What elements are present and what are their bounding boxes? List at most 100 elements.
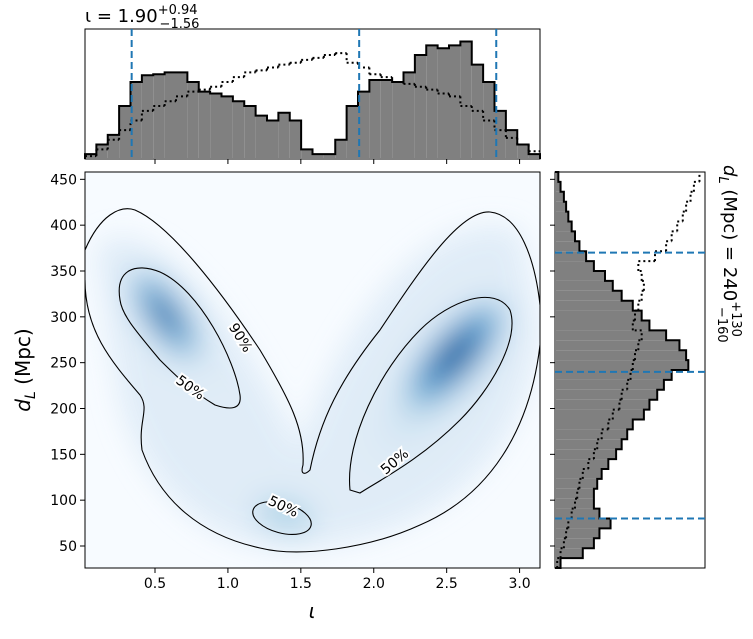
hist-bar xyxy=(555,558,561,568)
contour-50 xyxy=(252,501,312,535)
hist-bar xyxy=(555,488,594,499)
hist-bar xyxy=(555,399,650,410)
rlabel-var: d xyxy=(719,165,740,177)
hist-bar xyxy=(555,449,617,460)
hist-bar xyxy=(289,120,302,159)
hist-bar xyxy=(555,241,580,252)
hist-bar xyxy=(96,144,108,159)
hist-bar xyxy=(555,439,622,450)
hist-bar xyxy=(555,389,658,400)
hist-bar xyxy=(528,154,540,159)
hist-bar xyxy=(437,48,449,159)
hist-bar xyxy=(555,290,622,301)
hist-bar xyxy=(358,91,370,159)
hist-bar xyxy=(555,528,600,539)
hist-bar xyxy=(555,379,664,390)
hist-bar xyxy=(555,300,633,311)
hist-bar xyxy=(555,370,672,380)
rlabel-upper: +130 xyxy=(728,301,743,337)
hist-outline xyxy=(555,171,690,569)
hist-bar xyxy=(555,419,633,430)
hist-bar xyxy=(426,45,438,159)
title-upper: +0.94 xyxy=(158,3,198,18)
ylabel-rest: (Mpc) xyxy=(11,328,35,391)
hist-bar xyxy=(267,120,279,159)
hist-bar xyxy=(555,518,611,529)
hist-bar xyxy=(346,106,358,159)
hist-bar xyxy=(494,110,506,159)
hist-bar xyxy=(555,478,598,489)
hist-bar xyxy=(555,469,602,479)
hist-bar xyxy=(380,80,393,159)
contour-90 xyxy=(85,208,540,553)
hist-bar xyxy=(555,251,587,262)
y-tick-label: 50 xyxy=(59,539,77,555)
hist-bar xyxy=(555,360,689,370)
y-tick-label: 400 xyxy=(50,218,77,234)
hist-bar xyxy=(198,91,211,159)
x-tick-label: 0.5 xyxy=(144,576,166,592)
y-tick-label: 350 xyxy=(50,264,77,280)
hist-bar xyxy=(369,80,381,159)
hist-bar xyxy=(176,72,188,159)
hist-bar xyxy=(555,221,572,232)
x-tick-label: 2.5 xyxy=(436,576,458,592)
hist-bar xyxy=(107,134,120,159)
hist-bar xyxy=(555,191,564,202)
title-lower: −1.56 xyxy=(160,17,200,32)
hist-bar xyxy=(449,45,461,159)
hist-bar xyxy=(555,261,594,271)
rlabel-lower: −160 xyxy=(714,307,729,343)
contour-50 xyxy=(348,296,513,494)
hist-bar xyxy=(555,538,594,549)
hist-bar xyxy=(119,106,131,159)
y-axis-label: dL (Mpc) xyxy=(11,328,39,411)
hist-outline xyxy=(84,40,541,159)
hist-bar xyxy=(555,231,575,242)
hist-bar xyxy=(555,429,628,440)
hist-bar xyxy=(555,498,594,509)
top-title: ι = 1.90+0.94 −1.56 xyxy=(85,3,199,32)
hist-bar xyxy=(555,548,583,559)
plot-frame xyxy=(84,171,541,569)
density-image xyxy=(85,172,540,568)
x-tick-label: 1.5 xyxy=(290,576,312,592)
y-tick-label: 300 xyxy=(50,310,77,326)
y-tick-label: 450 xyxy=(50,172,77,188)
ylabel-var: d xyxy=(11,399,35,412)
contours xyxy=(85,208,540,553)
hist-bar xyxy=(555,181,561,192)
hist-bar xyxy=(555,211,569,222)
hist-bar xyxy=(312,154,324,159)
hist-bar xyxy=(244,106,256,159)
hist-bar xyxy=(555,310,642,321)
hist-bar xyxy=(555,320,650,331)
hist-bar xyxy=(555,280,613,291)
hist-bar xyxy=(403,72,415,159)
hist-bar xyxy=(164,72,176,159)
y-tick-label: 100 xyxy=(50,493,77,509)
hist-bar xyxy=(505,130,518,159)
x-tick-label: 2.0 xyxy=(363,576,385,592)
rlabel-rest: (Mpc) = 240 xyxy=(719,184,740,302)
hist-bar xyxy=(210,93,222,159)
hist-bar xyxy=(517,144,529,159)
hist-bar xyxy=(335,139,347,159)
hist-bar xyxy=(255,115,267,159)
hist-bar xyxy=(555,201,567,212)
x-axis-label: ι xyxy=(309,599,316,623)
hist-bar xyxy=(392,81,404,159)
hist-bar xyxy=(153,74,165,159)
title-text: ι = 1.90 xyxy=(85,6,158,27)
hist-bar xyxy=(301,149,313,159)
x-tick-label: 3.0 xyxy=(508,576,530,592)
hist-bar xyxy=(555,350,687,361)
hist-bar xyxy=(221,96,233,159)
rlabel-sub: L xyxy=(715,176,730,183)
hist-bar xyxy=(555,172,559,182)
hist-bar xyxy=(555,508,600,519)
ylabel-sub: L xyxy=(23,391,39,399)
y-tick-label: 250 xyxy=(50,356,77,372)
